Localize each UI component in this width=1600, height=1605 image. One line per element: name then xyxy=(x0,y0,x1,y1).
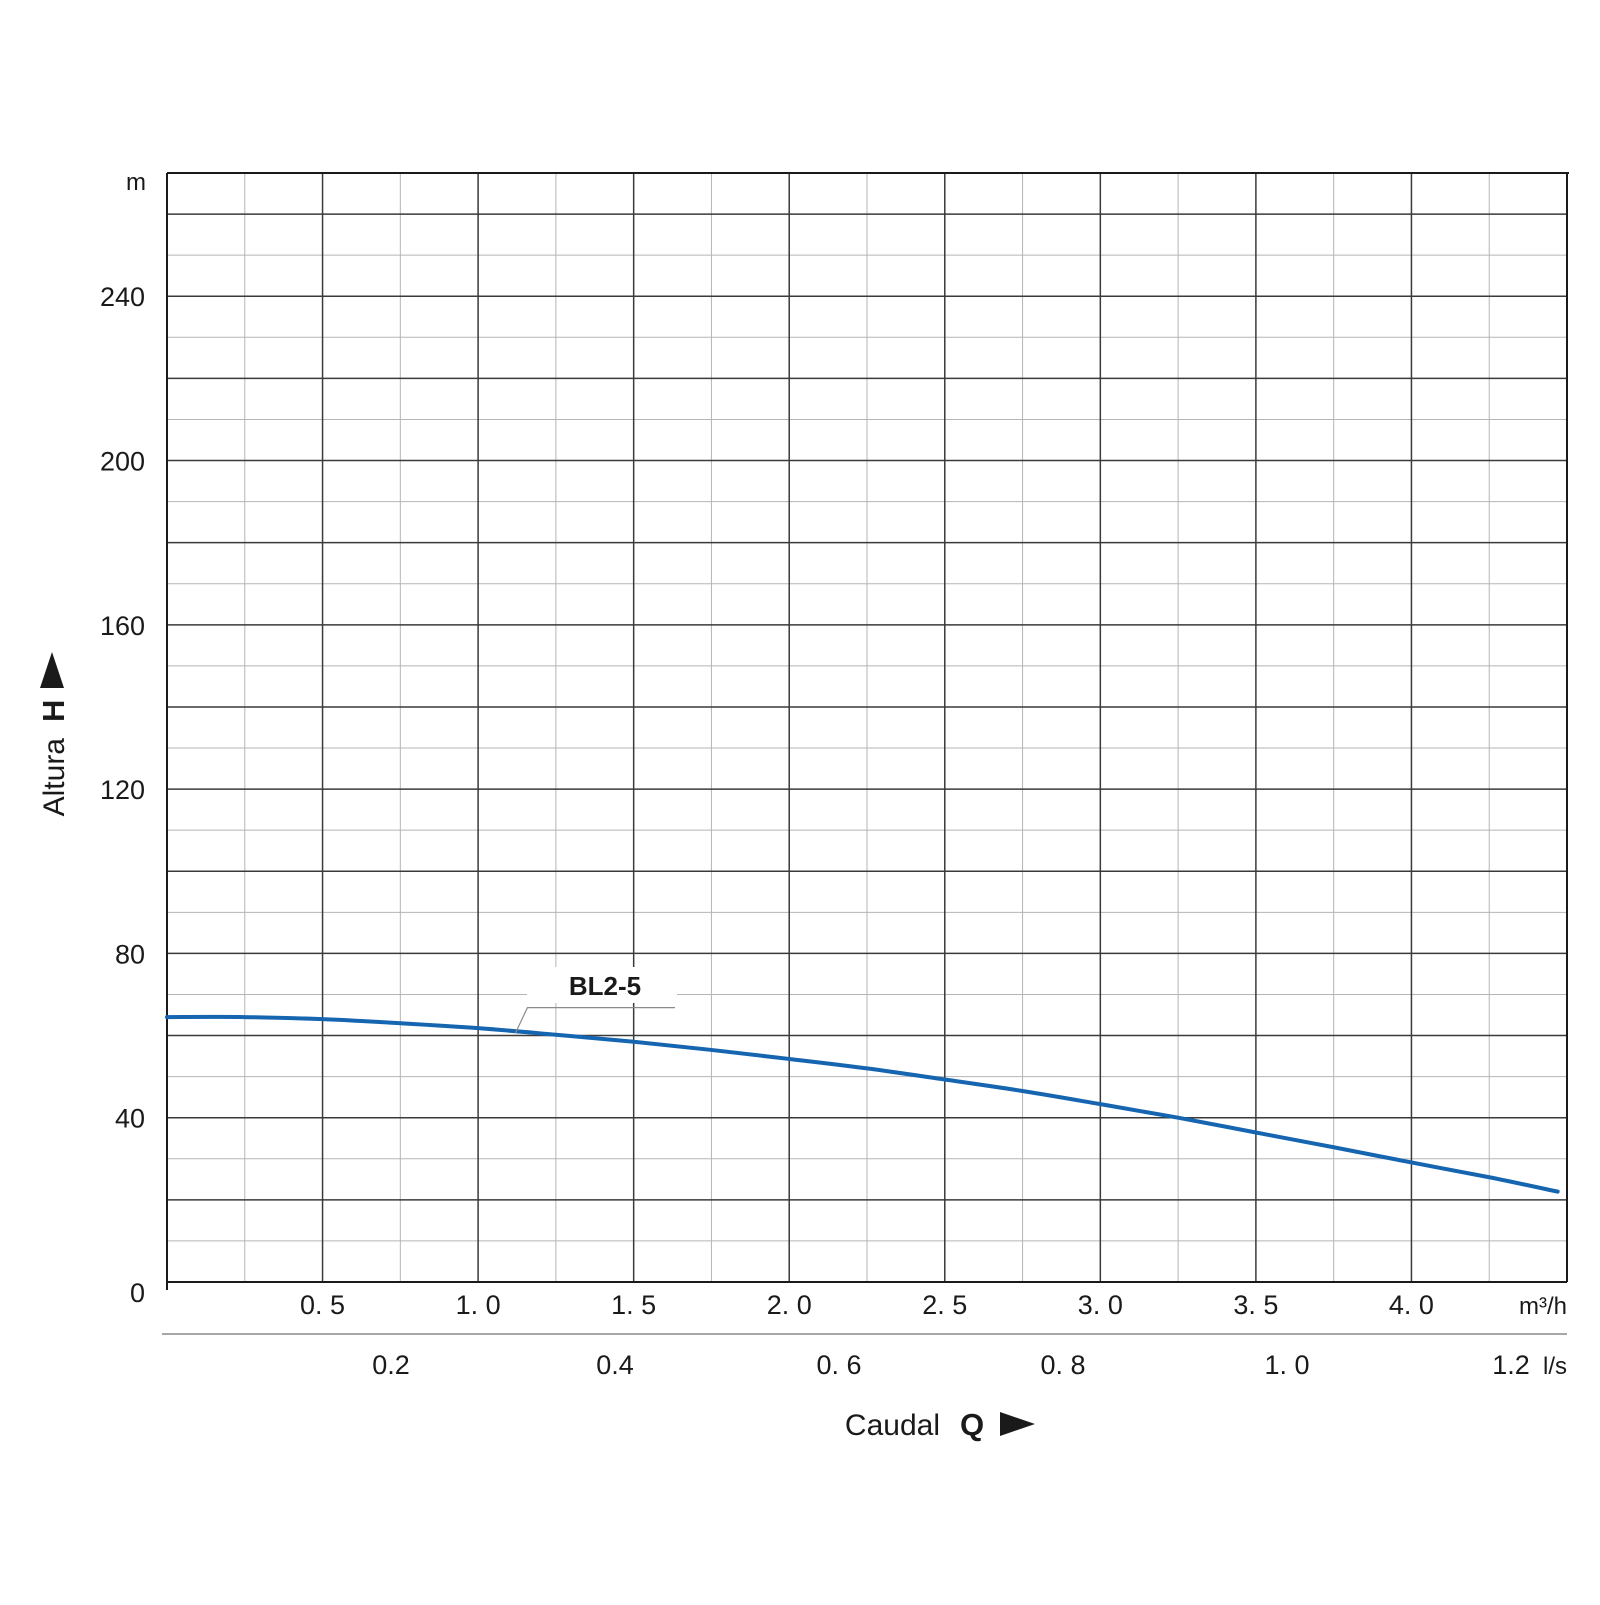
x-tick-label: 0. 5 xyxy=(300,1290,345,1320)
y-axis-title: Altura xyxy=(38,738,71,817)
secondary-x-tick-label: 1.2 xyxy=(1492,1350,1530,1380)
x-axis-arrow-icon xyxy=(1000,1412,1035,1436)
x-axis-title: Caudal xyxy=(845,1409,940,1442)
x-tick-label: 1. 5 xyxy=(611,1290,656,1320)
y-axis-title-group: Altura H xyxy=(36,652,71,816)
x-tick-label: 4. 0 xyxy=(1389,1290,1434,1320)
y-tick-label: 0 xyxy=(130,1278,145,1308)
y-tick-label: 200 xyxy=(100,447,145,477)
x-unit-label: m³/h xyxy=(1519,1293,1567,1320)
y-tick-label: 120 xyxy=(100,775,145,805)
secondary-x-tick-label: 1. 0 xyxy=(1264,1350,1309,1380)
series-label-background xyxy=(527,967,677,1003)
y-tick-label: 160 xyxy=(100,611,145,641)
x-tick-label: 2. 5 xyxy=(922,1290,967,1320)
y-axis-symbol: H xyxy=(36,700,71,722)
y-axis-arrow-icon xyxy=(40,652,64,688)
y-tick-label: 80 xyxy=(115,939,145,969)
y-tick-label: 240 xyxy=(100,282,145,312)
x-tick-label: 1. 0 xyxy=(456,1290,501,1320)
series-layer xyxy=(165,1014,1560,1194)
series-label: BL2-5 xyxy=(569,971,641,1001)
y-tick-label: 40 xyxy=(115,1104,145,1134)
secondary-x-unit-label: l/s xyxy=(1543,1353,1567,1380)
secondary-x-tick-label: 0.2 xyxy=(372,1350,410,1380)
y-unit-label: m xyxy=(126,169,146,196)
x-tick-label: 3. 5 xyxy=(1233,1290,1278,1320)
series-label-leader-line xyxy=(514,1007,675,1034)
secondary-x-tick-label: 0. 8 xyxy=(1040,1350,1085,1380)
x-axis-symbol: Q xyxy=(960,1407,984,1442)
grid-minor xyxy=(167,173,1567,1282)
secondary-x-tick-label: 0.4 xyxy=(596,1350,634,1380)
axes xyxy=(162,172,1569,1335)
x-tick-label: 2. 0 xyxy=(767,1290,812,1320)
secondary-x-tick-label: 0. 6 xyxy=(816,1350,861,1380)
labels-layer: 0 40 80 120 160 200 240 m 0. 5 1. 0 1. 5 2. 0 2. 5 3.… xyxy=(36,169,1567,1442)
series-line-BL2-5 xyxy=(165,1014,1560,1194)
x-tick-label: 3. 0 xyxy=(1078,1290,1123,1320)
